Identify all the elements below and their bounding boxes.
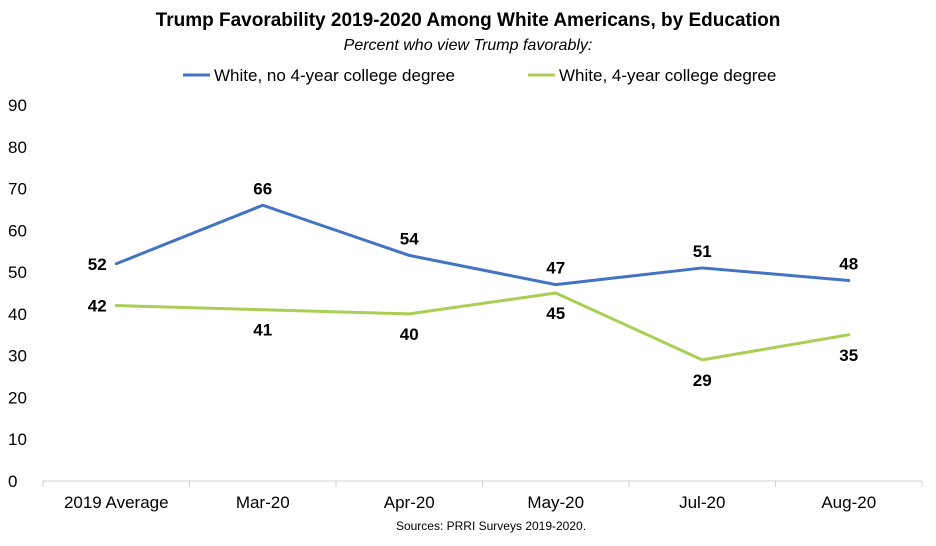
y-tick-label: 30 bbox=[8, 347, 27, 366]
y-tick-label: 40 bbox=[8, 305, 27, 324]
x-tick-label: May-20 bbox=[527, 493, 584, 512]
y-axis: 0 10 20 30 40 50 60 70 80 90 bbox=[8, 96, 27, 491]
x-tick-label: Jul-20 bbox=[679, 493, 725, 512]
data-label: 51 bbox=[693, 242, 712, 261]
data-label: 54 bbox=[400, 229, 419, 248]
y-tick-label: 80 bbox=[8, 138, 27, 157]
series-line-0 bbox=[114, 203, 851, 287]
y-tick-label: 0 bbox=[8, 472, 17, 491]
y-tick-label: 90 bbox=[8, 96, 27, 115]
y-tick-label: 20 bbox=[8, 388, 27, 407]
x-axis: 2019 Average Mar-20 Apr-20 May-20 Jul-20 Aug-… bbox=[42, 481, 923, 512]
data-label: 35 bbox=[839, 346, 858, 365]
data-label: 66 bbox=[253, 179, 272, 198]
y-tick-label: 60 bbox=[8, 221, 27, 240]
x-tick-label: Mar-20 bbox=[236, 493, 290, 512]
y-tick-label: 70 bbox=[8, 180, 27, 199]
plot-area: 52 66 54 47 51 48 42 41 40 45 29 35 bbox=[88, 179, 858, 390]
chart-title: Trump Favorability 2019-2020 Among White… bbox=[156, 10, 781, 31]
data-label: 29 bbox=[693, 371, 712, 390]
x-tick-label: 2019 Average bbox=[64, 493, 169, 512]
data-label: 47 bbox=[546, 259, 565, 278]
y-tick-label: 10 bbox=[8, 430, 27, 449]
data-label: 52 bbox=[88, 255, 107, 274]
data-label: 42 bbox=[88, 297, 107, 316]
y-tick-label: 50 bbox=[8, 263, 27, 282]
data-label: 41 bbox=[253, 321, 272, 340]
series-line-1 bbox=[114, 291, 851, 362]
source-note: Sources: PRRI Surveys 2019-2020. bbox=[396, 519, 586, 533]
legend-label-college-degree: White, 4-year college degree bbox=[559, 66, 776, 85]
data-label: 48 bbox=[839, 254, 858, 273]
x-tick-label: Apr-20 bbox=[384, 493, 435, 512]
x-tick-label: Aug-20 bbox=[821, 493, 876, 512]
legend-label-no-degree: White, no 4-year college degree bbox=[214, 66, 455, 85]
data-label: 40 bbox=[400, 325, 419, 344]
data-label: 45 bbox=[546, 304, 565, 323]
chart-subtitle: Percent who view Trump favorably: bbox=[344, 37, 593, 54]
legend: White, no 4-year college degree White, 4… bbox=[183, 66, 776, 85]
